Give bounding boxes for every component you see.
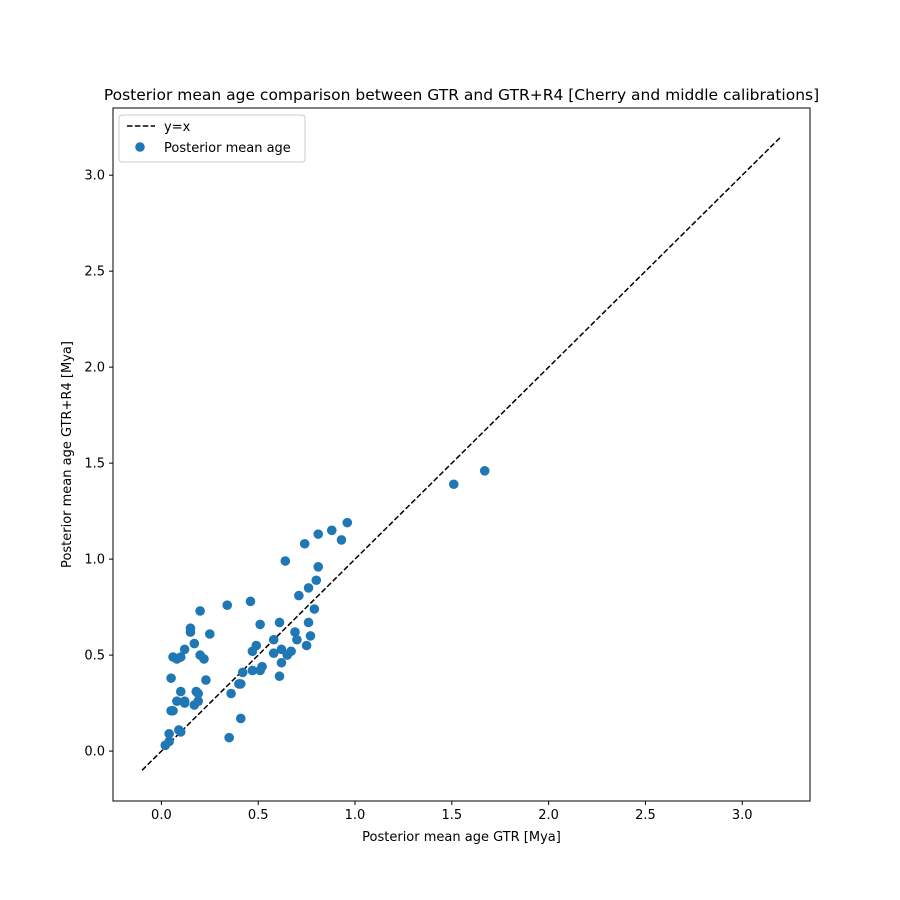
x-axis-ticks: 0.0 0.5 1.0 1.5 2.0 2.5 3.0 bbox=[151, 801, 753, 823]
plot-area bbox=[141, 136, 782, 771]
scatter-point-0-50 bbox=[286, 646, 296, 657]
y-tick-label-2: 1.0 bbox=[84, 553, 105, 568]
scatter-point-0-14 bbox=[179, 698, 190, 708]
scatter-point-0-53 bbox=[294, 590, 304, 601]
scatter-point-0-55 bbox=[301, 640, 312, 651]
scatter-point-0-12 bbox=[175, 686, 186, 697]
scatter-point-0-18 bbox=[189, 638, 200, 649]
scatter-point-0-25 bbox=[199, 654, 209, 664]
axes-frame bbox=[112, 107, 811, 802]
scatter-point-0-1 bbox=[164, 736, 174, 747]
x-tick-label-5: 2.5 bbox=[635, 808, 656, 823]
x-tick-label-0: 0.0 bbox=[151, 808, 172, 823]
scatter-point-0-52 bbox=[292, 634, 302, 645]
scatter-point-0-9 bbox=[172, 696, 182, 706]
scatter-point-0-23 bbox=[195, 606, 205, 616]
x-tick-label-4: 2.0 bbox=[538, 808, 559, 823]
scatter-point-0-39 bbox=[255, 619, 265, 630]
scatter-point-0-37 bbox=[247, 665, 258, 676]
y-tick-label-5: 2.5 bbox=[84, 265, 105, 280]
scatter-point-0-44 bbox=[274, 671, 285, 682]
scatter-point-0-4 bbox=[168, 705, 178, 716]
scatter-point-0-26 bbox=[201, 675, 211, 685]
scatter-point-0-32 bbox=[235, 679, 246, 689]
x-axis-label: Posterior mean age GTR [Mya] bbox=[362, 830, 561, 845]
scatter-point-0-63 bbox=[326, 525, 337, 536]
y-axis-label: Posterior mean age GTR+R4 [Mya] bbox=[60, 341, 75, 568]
scatter-point-0-64 bbox=[336, 535, 347, 545]
scatter-point-0-21 bbox=[193, 696, 203, 706]
scatter-point-0-43 bbox=[268, 648, 279, 658]
scatter-point-0-56 bbox=[303, 583, 314, 593]
x-tick-label-1: 0.5 bbox=[248, 808, 269, 823]
scatter-point-0-54 bbox=[299, 538, 310, 549]
scatter-point-0-61 bbox=[313, 562, 324, 572]
scatter-point-0-45 bbox=[274, 617, 285, 628]
y-axis-ticks: 0.0 0.5 1.0 1.5 2.0 2.5 3.0 bbox=[84, 169, 113, 760]
scatter-point-0-67 bbox=[479, 466, 490, 476]
scatter-point-0-11 bbox=[175, 727, 186, 737]
scatter-point-0-59 bbox=[309, 604, 320, 614]
scatter-point-0-29 bbox=[224, 732, 234, 743]
scatter-point-0-33 bbox=[235, 713, 246, 724]
y-tick-label-0: 0.0 bbox=[84, 745, 105, 760]
scatter-point-0-35 bbox=[245, 596, 256, 607]
y-tick-label-4: 2.0 bbox=[84, 361, 105, 376]
y-tick-label-1: 0.5 bbox=[84, 649, 105, 664]
chart-title: Posterior mean age comparison between GT… bbox=[104, 86, 819, 104]
scatter-point-0-57 bbox=[303, 617, 314, 628]
legend: y=x Posterior mean age bbox=[118, 114, 306, 163]
scatter-point-0-5 bbox=[166, 673, 176, 683]
scatter-point-0-8 bbox=[175, 652, 186, 662]
scatter-point-0-15 bbox=[179, 644, 190, 655]
scatter-point-0-38 bbox=[251, 640, 262, 651]
scatter-point-0-17 bbox=[185, 623, 196, 634]
scatter-point-0-34 bbox=[237, 667, 248, 678]
scatter-point-0-30 bbox=[226, 688, 236, 699]
scatter-point-0-48 bbox=[280, 556, 291, 566]
x-tick-label-2: 1.0 bbox=[345, 808, 366, 823]
scatter-point-0-65 bbox=[342, 517, 353, 528]
legend-swatch-scatter-point bbox=[135, 142, 145, 152]
legend-entry-scatter: Posterior mean age bbox=[164, 141, 291, 156]
legend-box bbox=[118, 114, 306, 163]
scatter-point-0-58 bbox=[305, 631, 316, 641]
scatter-point-0-66 bbox=[448, 479, 459, 490]
x-tick-label-6: 3.0 bbox=[732, 808, 753, 823]
scatter-point-0-41 bbox=[257, 661, 267, 672]
scatter-point-0-51 bbox=[290, 627, 300, 637]
scatter-point-0-27 bbox=[205, 629, 215, 639]
scatter-point-0-46 bbox=[276, 657, 287, 668]
scatter-point-0-2 bbox=[164, 729, 174, 739]
y-tick-label-3: 1.5 bbox=[84, 457, 105, 472]
y-tick-label-6: 3.0 bbox=[84, 169, 105, 184]
scatter-point-0-42 bbox=[268, 634, 279, 645]
scatter-point-0-22 bbox=[193, 688, 203, 699]
scatter-point-0-60 bbox=[311, 575, 322, 586]
legend-entry-reference-line: y=x bbox=[164, 120, 191, 135]
scatter-point-0-28 bbox=[222, 600, 233, 610]
scatter-point-0-62 bbox=[313, 529, 324, 539]
x-tick-label-3: 1.5 bbox=[441, 808, 462, 823]
